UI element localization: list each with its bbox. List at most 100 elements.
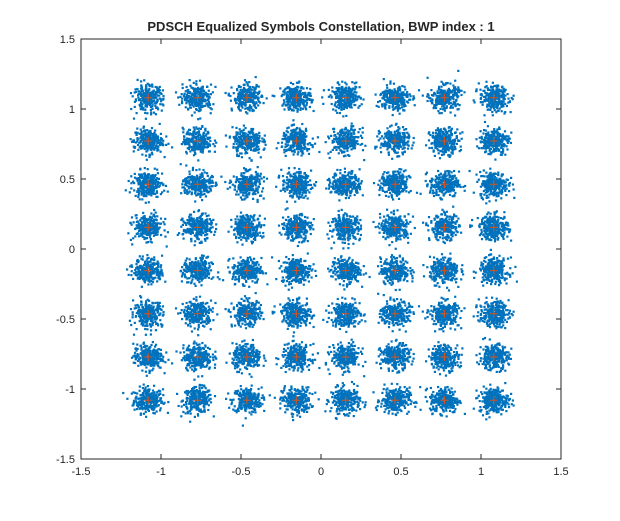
- symbol-point: [206, 361, 209, 364]
- symbol-point: [257, 405, 260, 408]
- symbol-point: [289, 398, 292, 401]
- symbol-point: [248, 325, 251, 328]
- symbol-point: [160, 354, 163, 357]
- symbol-point: [238, 344, 241, 347]
- symbol-point: [341, 353, 345, 356]
- symbol-point: [450, 387, 453, 390]
- symbol-point: [346, 413, 349, 416]
- symbol-point: [154, 315, 157, 319]
- symbol-point: [479, 410, 482, 413]
- symbol-point: [448, 364, 451, 367]
- symbol-point: [444, 405, 447, 408]
- symbol-point: [193, 307, 196, 310]
- symbol-point: [201, 341, 204, 345]
- symbol-point: [189, 325, 192, 328]
- symbol-point: [153, 350, 156, 354]
- symbol-point: [279, 402, 282, 405]
- symbol-point: [191, 406, 194, 409]
- symbol-point: [343, 364, 347, 367]
- symbol-point: [433, 370, 436, 373]
- symbol-point: [500, 408, 503, 411]
- symbol-point: [146, 298, 149, 301]
- symbol-point: [434, 348, 437, 351]
- symbol-point: [347, 353, 350, 356]
- symbol-point: [437, 356, 441, 359]
- symbol-point: [252, 397, 255, 400]
- symbol-point: [324, 361, 327, 365]
- symbol-point: [199, 401, 202, 405]
- symbol-point: [388, 359, 391, 363]
- symbol-point: [483, 400, 486, 403]
- symbol-point: [152, 360, 155, 363]
- symbol-point: [336, 395, 339, 398]
- symbol-point: [455, 397, 458, 400]
- symbol-point: [196, 403, 199, 406]
- symbol-point: [433, 409, 437, 412]
- symbol-point: [156, 396, 159, 399]
- symbol-point: [352, 397, 356, 401]
- symbol-point: [303, 360, 306, 363]
- symbol-point: [442, 401, 445, 404]
- symbol-point: [508, 353, 511, 356]
- symbol-point: [506, 397, 509, 400]
- symbol-point: [386, 400, 389, 403]
- symbol-point: [200, 306, 203, 309]
- symbol-point: [398, 408, 401, 411]
- symbol-point: [430, 395, 433, 398]
- symbol-point: [482, 385, 485, 388]
- symbol-point: [394, 349, 397, 352]
- symbol-point: [148, 304, 151, 307]
- symbol-point: [294, 358, 297, 361]
- symbol-point: [277, 357, 280, 361]
- symbol-point: [403, 406, 407, 409]
- symbol-point: [242, 354, 245, 357]
- symbol-point: [236, 314, 239, 317]
- symbol-point: [489, 393, 492, 396]
- symbol-point: [441, 353, 445, 356]
- symbol-point: [352, 393, 356, 396]
- symbol-point: [409, 355, 412, 358]
- symbol-point: [452, 360, 455, 363]
- symbol-point: [289, 357, 292, 360]
- symbol-point: [205, 317, 208, 320]
- symbol-point: [388, 349, 391, 352]
- symbol-point: [355, 357, 358, 360]
- symbol-point: [301, 350, 304, 353]
- symbol-point: [331, 357, 334, 360]
- symbol-point: [167, 358, 170, 361]
- symbol-point: [132, 403, 135, 406]
- symbol-point: [140, 346, 143, 349]
- symbol-point: [196, 328, 200, 331]
- symbol-point: [147, 405, 150, 408]
- symbol-point: [446, 360, 450, 364]
- symbol-point: [495, 389, 498, 392]
- symbol-point: [179, 311, 182, 315]
- symbol-point: [338, 409, 341, 412]
- symbol-point: [287, 342, 290, 345]
- symbol-point: [132, 361, 135, 364]
- symbol-point: [404, 396, 407, 399]
- symbol-point: [187, 412, 190, 415]
- symbol-point: [154, 352, 157, 355]
- symbol-point: [507, 357, 510, 360]
- symbol-point: [432, 405, 435, 408]
- symbol-point: [150, 352, 153, 355]
- symbol-point: [258, 399, 261, 402]
- symbol-point: [458, 400, 462, 403]
- symbol-point: [498, 357, 501, 360]
- symbol-point: [234, 324, 237, 327]
- symbol-point: [334, 400, 337, 403]
- symbol-point: [338, 351, 341, 354]
- symbol-point: [500, 367, 503, 370]
- symbol-point: [494, 394, 497, 397]
- symbol-point: [239, 354, 242, 357]
- symbol-point: [440, 356, 443, 359]
- symbol-point: [505, 398, 508, 402]
- symbol-point: [453, 390, 456, 393]
- symbol-point: [207, 316, 210, 319]
- symbol-point: [341, 351, 344, 354]
- symbol-point: [240, 297, 243, 300]
- symbol-point: [391, 405, 394, 408]
- symbol-point: [203, 399, 206, 402]
- symbol-point: [235, 353, 238, 356]
